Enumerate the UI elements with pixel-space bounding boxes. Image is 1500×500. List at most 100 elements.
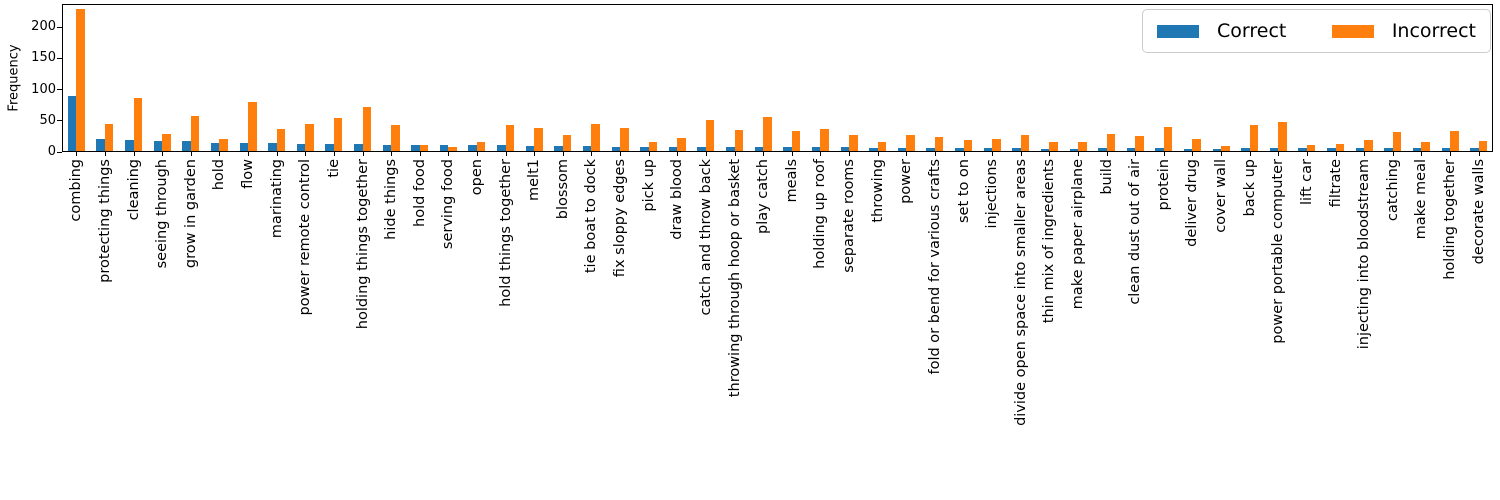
x-axis-tick [1364, 152, 1366, 156]
bar-incorrect [448, 146, 457, 151]
y-tick-label: 150 [31, 50, 56, 66]
bar-incorrect [763, 117, 772, 151]
x-axis-tick [76, 152, 78, 156]
bar-incorrect [219, 138, 228, 151]
x-axis-tick [1306, 152, 1308, 156]
bar-correct [554, 146, 563, 151]
x-tick-label: protein [1155, 159, 1172, 211]
bar-correct [182, 141, 191, 151]
y-axis-tick [57, 120, 62, 122]
bar-incorrect [248, 102, 257, 151]
x-tick-label: holding up roof [812, 159, 829, 269]
x-axis-tick [534, 152, 536, 156]
x-tick-label: pick up [640, 159, 657, 212]
x-tick-label: marinating [268, 159, 285, 239]
x-axis-tick [734, 152, 736, 156]
bar-incorrect [1163, 126, 1173, 151]
x-axis-tick [362, 152, 364, 156]
x-tick-label: build [1098, 159, 1115, 195]
bar-incorrect [963, 140, 973, 151]
bar-correct [382, 144, 392, 151]
bar-correct [640, 146, 649, 151]
bar-correct [125, 139, 134, 151]
bar-correct [897, 147, 907, 151]
bar-incorrect [190, 116, 200, 151]
bar-correct [96, 139, 105, 151]
bar-incorrect [1478, 141, 1488, 151]
x-axis-tick [1135, 152, 1137, 156]
bar-correct [439, 144, 449, 151]
x-axis-tick [476, 152, 478, 156]
x-tick-label: catch and throw back [697, 159, 714, 316]
bar-incorrect [1450, 131, 1459, 151]
bar-incorrect [820, 129, 829, 151]
x-tick-label: meals [783, 159, 800, 203]
bar-correct [1470, 147, 1479, 151]
x-axis-tick [791, 152, 793, 156]
bar-incorrect [591, 124, 600, 151]
x-tick-label: hide things [383, 159, 400, 240]
x-tick-label: grow in garden [182, 159, 199, 269]
x-axis-tick [1192, 152, 1194, 156]
bar-correct [1327, 147, 1336, 151]
x-axis-tick [906, 152, 908, 156]
bar-correct [840, 147, 850, 151]
y-axis-tick [57, 57, 62, 59]
x-axis-tick [849, 152, 851, 156]
x-axis-tick [1078, 152, 1079, 156]
legend-label-correct: Correct [1217, 20, 1287, 42]
x-axis-tick [1335, 152, 1337, 156]
bar-incorrect [1364, 139, 1373, 151]
x-axis-tick [1020, 152, 1022, 156]
bar-correct [497, 145, 506, 151]
bar-incorrect [419, 144, 429, 151]
bar-correct [983, 147, 993, 151]
y-axis-tick [57, 151, 62, 153]
x-tick-label: fold or bend for various crafts [926, 159, 943, 375]
y-tick-label: 200 [31, 19, 56, 35]
x-axis-tick [934, 152, 936, 156]
bar-incorrect [620, 127, 629, 151]
legend-item-incorrect: Incorrect [1331, 20, 1476, 42]
bar-correct [325, 144, 334, 151]
x-axis-tick [448, 152, 450, 156]
x-tick-label: make paper airplane [1070, 159, 1086, 310]
bar-correct [926, 147, 935, 151]
bar-incorrect [1078, 142, 1087, 151]
x-tick-label: divide open space into smaller areas [1012, 159, 1029, 426]
legend-swatch-incorrect [1331, 24, 1374, 38]
x-axis-tick [219, 152, 221, 156]
x-axis-tick [133, 152, 135, 156]
bar-incorrect [1335, 143, 1345, 151]
x-axis-tick [104, 152, 106, 156]
x-tick-label: thin mix of ingredients [1041, 159, 1058, 324]
x-axis-tick [1392, 152, 1394, 156]
bar-incorrect [333, 117, 343, 151]
x-tick-label: play catch [755, 159, 772, 235]
x-tick-label: deliver drug [1184, 159, 1201, 247]
legend-swatch-correct [1157, 24, 1199, 38]
bar-correct [1241, 147, 1250, 151]
bar-correct [754, 146, 764, 151]
legend: Correct Incorrect [1142, 9, 1491, 53]
bar-incorrect [1278, 122, 1287, 151]
bar-incorrect [391, 125, 400, 151]
x-tick-label: flow [240, 159, 257, 189]
x-tick-label: injecting into bloodstream [1356, 159, 1373, 350]
x-axis-tick [677, 152, 679, 156]
bar-correct [697, 146, 706, 151]
x-tick-label: lift car [1298, 159, 1315, 206]
x-axis-tick [305, 152, 307, 156]
bar-incorrect [1221, 146, 1230, 151]
bar-correct [67, 96, 77, 151]
x-tick-label: holding things together [354, 159, 371, 330]
x-axis-tick [1450, 152, 1452, 156]
bar-correct [525, 146, 535, 151]
x-tick-label: make meal [1413, 159, 1430, 240]
x-axis-tick [1163, 152, 1165, 156]
x-axis-tick [248, 152, 250, 156]
x-tick-label: open [468, 159, 485, 196]
x-tick-label: fix sloppy edges [612, 159, 629, 278]
y-axis-tick [57, 26, 62, 28]
bar-incorrect [476, 141, 486, 151]
